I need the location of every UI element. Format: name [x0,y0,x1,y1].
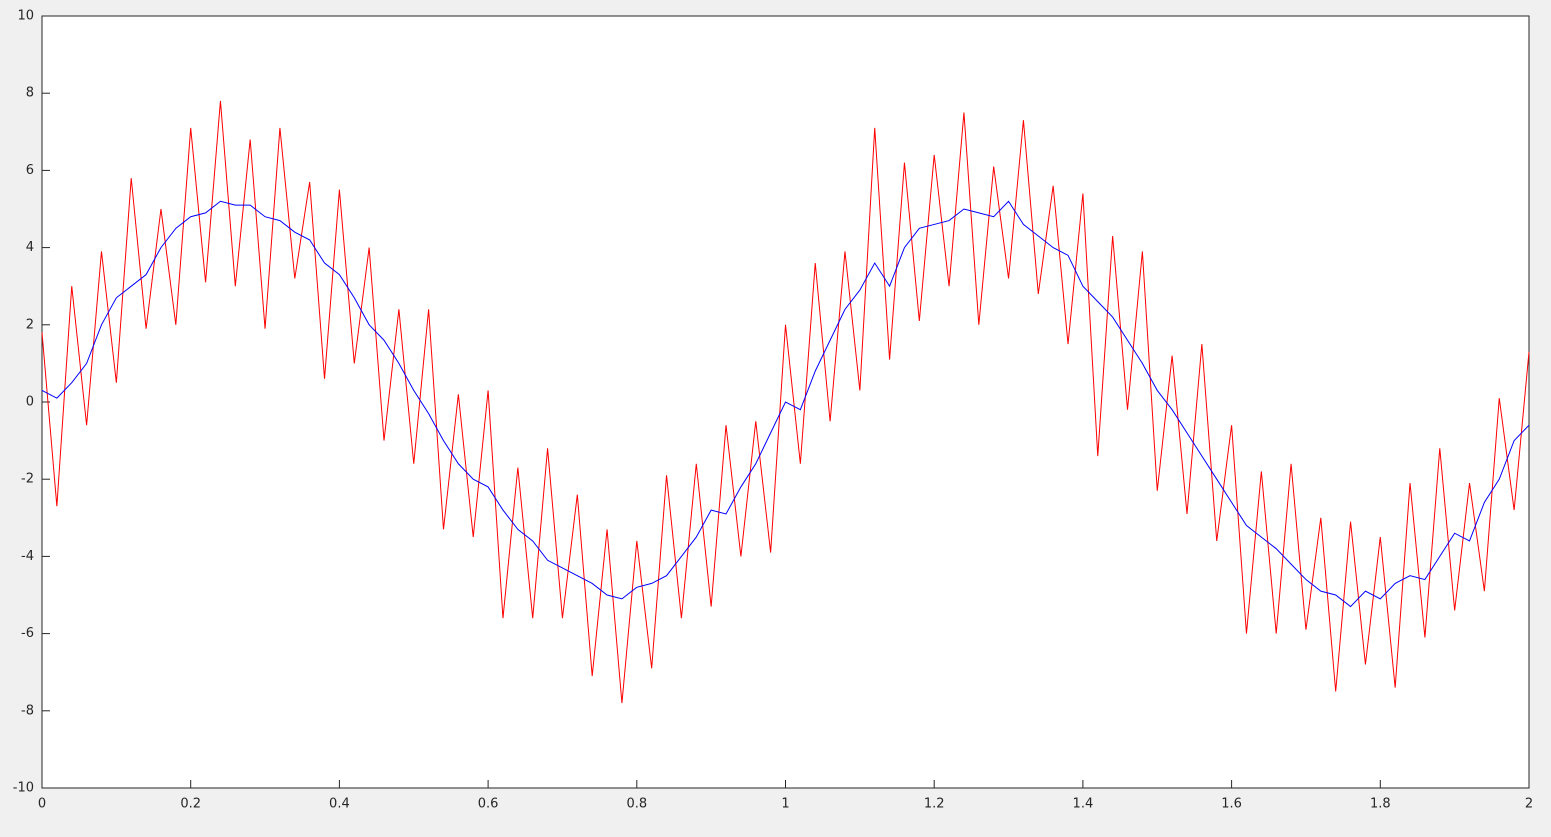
x-tick-label: 0.2 [180,797,201,812]
x-tick-label: 0.4 [329,797,350,812]
y-tick-label: -4 [21,549,34,564]
y-tick-label: 4 [26,240,34,255]
x-tick-label: 0 [38,797,46,812]
y-tick-label: 0 [26,395,34,410]
x-tick-label: 1.8 [1370,797,1391,812]
x-tick-label: 0.8 [626,797,647,812]
y-tick-label: 8 [26,86,34,101]
x-tick-label: 0.6 [478,797,499,812]
x-tick-label: 1 [781,797,789,812]
x-tick-label: 1.2 [924,797,945,812]
y-tick-label: 6 [26,163,34,178]
y-tick-label: 2 [26,317,34,332]
y-tick-label: -10 [13,781,34,796]
data-line [41,200,1530,608]
y-tick-label: -6 [21,626,34,641]
y-tick-label: -8 [21,703,34,718]
x-tick-label: 1.6 [1221,797,1242,812]
x-tick-label: 2 [1525,797,1533,812]
y-tick-label: 10 [17,9,34,24]
y-tick-label: -2 [21,472,34,487]
x-tick-label: 1.4 [1073,797,1094,812]
